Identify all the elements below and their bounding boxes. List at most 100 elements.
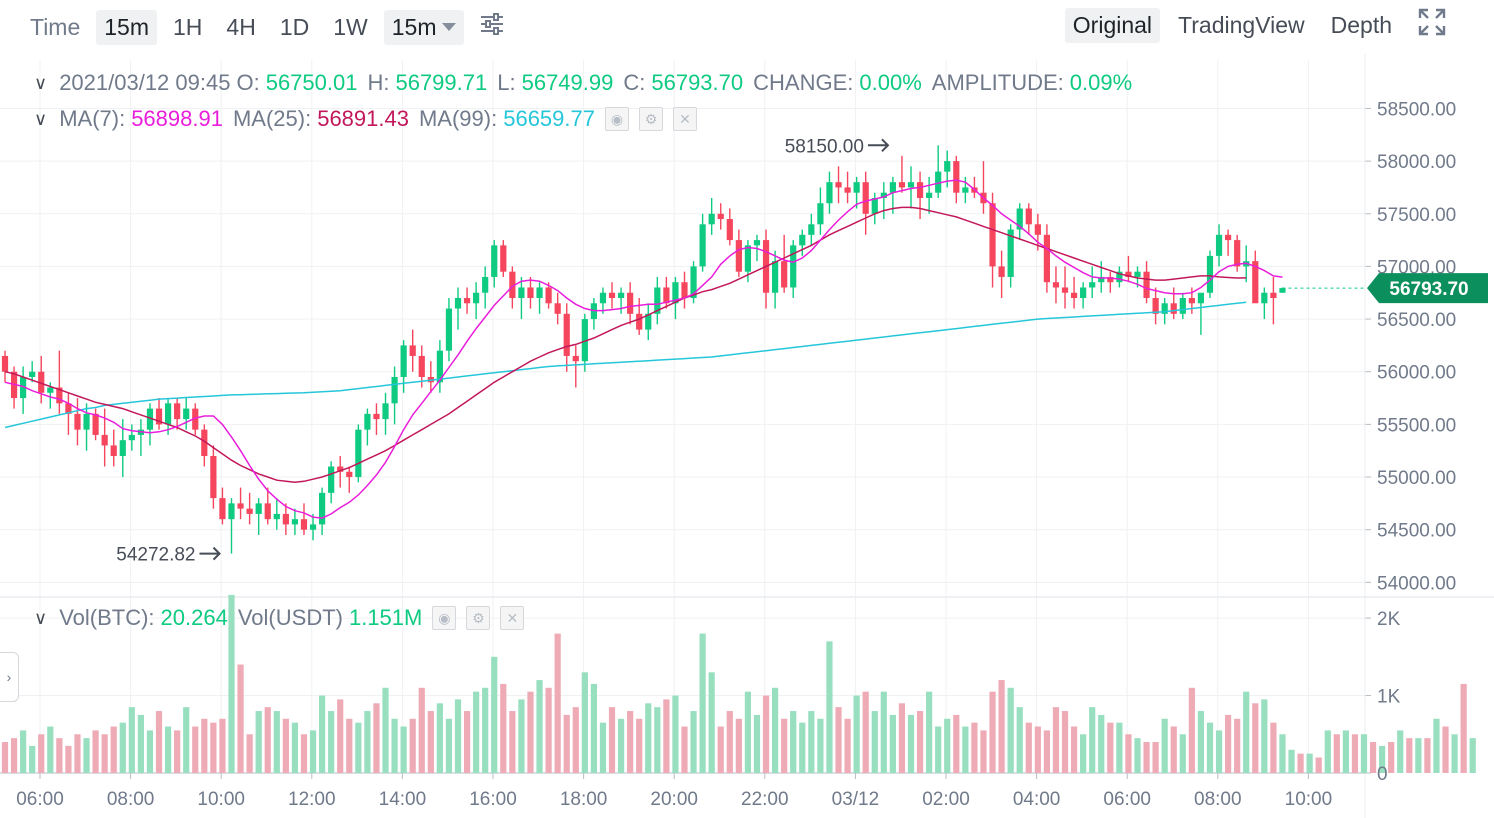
volume-bar [482,687,489,773]
volume-bar [808,711,815,773]
view-tradingview-button[interactable]: TradingView [1178,11,1305,38]
arrow-right-icon [867,138,890,153]
legend-open-label: O: [236,70,260,95]
chevron-down-icon[interactable]: ∨ [34,72,48,93]
volume-bar [29,745,36,773]
volume-bar [509,711,516,773]
volume-bar [563,714,570,773]
chart-toolbar: Time 15m 1H 4H 1D 1W 15m Original Tradin… [0,0,1494,54]
volume-bar [210,722,217,773]
candle-body [1007,229,1014,277]
candle-body [989,203,996,267]
candle-body [237,503,244,509]
volume-bar [1043,730,1050,773]
volume-bar [762,695,770,773]
view-depth-button[interactable]: Depth [1330,11,1392,38]
candle-body [246,508,253,514]
volume-bar [880,691,887,773]
interval-1w-button[interactable]: 1W [333,13,368,40]
candle-body [391,376,398,404]
candle-body [119,440,126,456]
volume-bar [699,633,706,773]
volume-bar [790,711,797,773]
volume-bar [319,695,326,773]
volume-bar [1406,738,1413,773]
candle-body [871,197,878,214]
candle-body [781,261,788,288]
volume-bar [599,722,607,773]
volume-bar [1007,687,1014,773]
candle-body [101,434,108,446]
volume-bar [998,680,1005,773]
volume-bar [590,683,597,773]
candle-body [382,403,389,420]
ohlc-legend: ∨ 2021/03/12 09:45 O: 56750.01 H: 56799.… [34,70,1142,96]
volume-bar [164,726,172,773]
volume-bar [1333,734,1340,773]
chevron-down-icon[interactable]: ∨ [34,607,48,628]
candlestick-chart[interactable]: 58500.0058000.0057500.0057000.0056500.00… [0,54,1494,818]
view-original-button[interactable]: Original [1064,7,1161,43]
arrow-right-icon [199,546,221,561]
expand-panel-handle[interactable]: › [0,652,19,702]
interval-4h-button[interactable]: 4H [226,13,256,40]
volume-bar [1025,722,1032,773]
candle-body [29,371,36,377]
eye-icon[interactable]: ◉ [432,606,457,630]
volume-bar [445,718,453,773]
interval-15m-button[interactable]: 15m [96,9,158,45]
candle-body [1043,234,1050,283]
candle-body [1070,292,1078,299]
gear-icon[interactable]: ⚙ [466,606,491,630]
candle-body [1134,271,1141,277]
volume-bar [1315,757,1322,773]
interval-1h-button[interactable]: 1H [173,13,203,40]
legend-change: 0.00% [859,70,922,95]
close-icon[interactable]: ✕ [672,107,697,131]
candle-body [1025,208,1032,225]
close-icon[interactable]: ✕ [500,606,525,630]
interval-1d-button[interactable]: 1D [279,13,310,40]
volume-bar [617,718,625,773]
volume-bar [1052,707,1060,773]
candle-body [1261,292,1268,304]
candle-body [853,182,860,193]
time-tick-label: 08:00 [1194,789,1242,810]
volume-bar [1270,722,1277,773]
candle-body [862,182,869,214]
indicator-settings-button[interactable] [472,9,512,45]
chart-grid [0,60,1365,774]
candle-body [56,387,63,404]
vol-usdt-value: 1.151M [348,605,423,630]
volume-bar [38,734,45,773]
candle-body [328,466,335,493]
ma7-label: MA(7): [59,106,126,131]
ma7-line [4,179,1283,519]
legend-amplitude-label: AMPLITUDE: [931,70,1064,95]
legend-date: 2021/03/12 09:45 [59,70,231,95]
fullscreen-button[interactable] [1410,4,1454,46]
volume-bar [645,703,652,773]
candle-body [1080,287,1087,299]
volume-bar [237,664,244,773]
chevron-down-icon [442,23,457,31]
volume-bar [56,738,63,773]
ma25-value: 56891.43 [317,106,409,131]
volume-bar [328,711,335,773]
chevron-down-icon[interactable]: ∨ [34,108,48,129]
volume-bar [690,711,697,773]
volume-bar [1161,718,1168,773]
candle-body [355,429,362,478]
interval-select[interactable]: 15m [383,9,465,45]
candle-body [935,171,942,193]
candle-body [38,371,45,393]
gear-icon[interactable]: ⚙ [638,107,663,131]
candle-body [645,313,652,330]
eye-icon[interactable]: ◉ [604,107,629,131]
candle-body [1225,234,1232,241]
candle-body [364,413,371,430]
volume-bar [581,672,588,773]
low-price-label: 54272.82 [116,545,195,566]
candle-body [717,213,724,220]
time-tick-label: 10:00 [197,789,245,810]
